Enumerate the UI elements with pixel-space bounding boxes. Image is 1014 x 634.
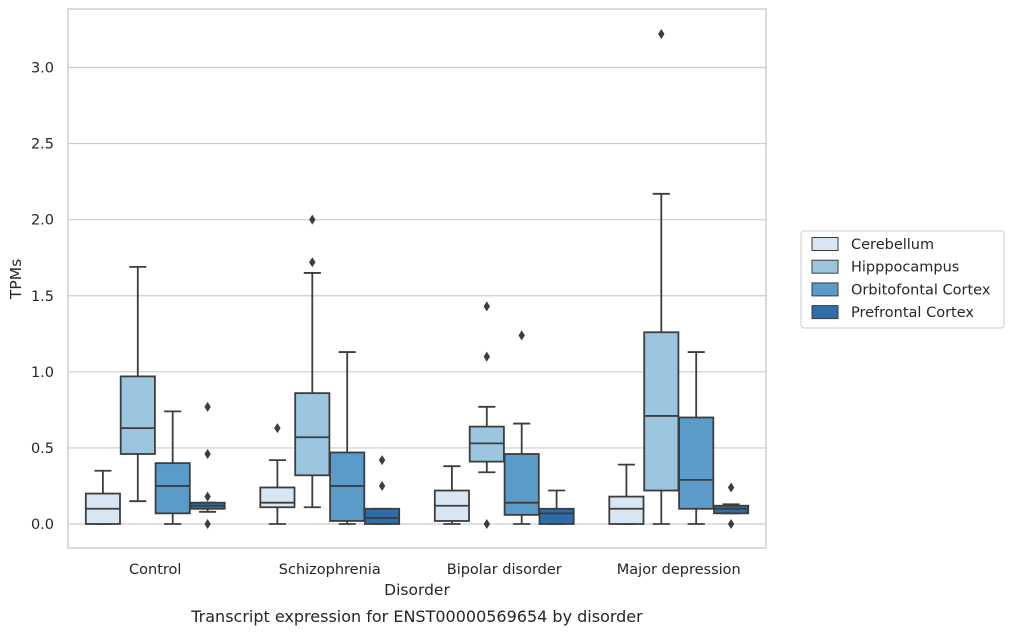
box-cerebellum <box>259 423 296 525</box>
x-tick-label: Schizophrenia <box>279 562 381 578</box>
y-tick-label: 2.5 <box>31 137 54 153</box>
y-tick-label: 1.5 <box>31 289 54 305</box>
box-body <box>154 462 191 515</box>
outlier-point <box>378 455 386 466</box>
box-body <box>608 495 645 525</box>
outlier-point <box>483 301 490 312</box>
outlier-point <box>309 257 316 268</box>
outlier-point <box>518 330 525 341</box>
outlier-point <box>204 491 211 502</box>
outlier-point <box>727 482 735 493</box>
x-tick-label: Major depression <box>617 562 741 578</box>
box-body <box>259 486 296 509</box>
box-cerebellum <box>433 465 470 525</box>
box-orbitofontal-cortex <box>678 351 715 525</box>
outlier-point <box>309 214 316 225</box>
box-body <box>678 416 715 510</box>
box-orbitofontal-cortex <box>154 410 191 525</box>
x-axis-title: Disorder <box>384 581 450 599</box>
box-cerebellum <box>84 469 121 525</box>
legend-swatch <box>811 305 839 320</box>
legend: Cerebellum Hipppocampus Orbitofontal Corte… <box>800 230 1005 329</box>
box-body <box>643 331 680 492</box>
figure-caption: Transcript expression for ENST0000056965… <box>190 607 643 626</box>
box-prefrontal-cortex <box>538 489 575 525</box>
x-tick-label: Control <box>129 562 181 578</box>
box-orbitofontal-cortex <box>329 351 366 525</box>
y-axis-title: TPMs <box>7 259 25 300</box>
outlier-point <box>658 29 665 40</box>
box-body <box>538 507 575 525</box>
box-cerebellum <box>608 463 645 525</box>
y-tick-label: 0.5 <box>31 441 54 457</box>
box-body <box>503 453 540 516</box>
legend-label: Prefrontal Cortex <box>851 305 974 321</box>
outlier-point <box>483 351 490 362</box>
box-hipppocampus <box>643 29 680 525</box>
legend-swatch <box>811 237 839 251</box>
plot-frame <box>67 8 767 549</box>
box-body <box>119 375 156 455</box>
outlier-point <box>204 519 211 529</box>
legend-label: Hipppocampus <box>851 260 959 276</box>
box-prefrontal-cortex <box>189 401 226 529</box>
legend-label: Cerebellum <box>851 237 934 253</box>
outlier-point <box>483 519 490 529</box>
box-body <box>294 392 331 477</box>
outlier-point <box>204 401 211 412</box>
x-tick-label: Bipolar disorder <box>447 562 562 578</box>
box-prefrontal-cortex <box>364 455 401 525</box>
legend-swatch <box>811 282 839 297</box>
y-tick-label: 0.0 <box>31 517 54 533</box>
y-tick-label: 1.0 <box>31 365 54 381</box>
grid-lines <box>68 66 766 525</box>
box-orbitofontal-cortex <box>503 330 540 525</box>
box-body <box>364 507 401 525</box>
box-hipppocampus <box>119 265 156 503</box>
legend-label: Orbitofontal Cortex <box>851 282 991 298</box>
legend-frame <box>800 230 1005 329</box>
box-series-group <box>84 29 750 529</box>
outlier-point <box>204 449 211 460</box>
y-tick-label: 2.0 <box>31 213 54 229</box>
x-tick-labels: Control Schizophrenia Bipolar disorder Majo… <box>129 562 741 578</box>
outlier-point <box>727 519 735 529</box>
box-hipppocampus <box>468 301 505 529</box>
outlier-point <box>274 423 281 434</box>
legend-swatch <box>811 259 839 274</box>
y-tick-labels: 0.0 0.5 1.0 1.5 2.0 2.5 3.0 <box>31 61 54 534</box>
y-tick-label: 3.0 <box>31 61 54 77</box>
outlier-point <box>378 480 386 491</box>
box-hipppocampus <box>294 214 331 509</box>
box-prefrontal-cortex <box>713 482 750 529</box>
